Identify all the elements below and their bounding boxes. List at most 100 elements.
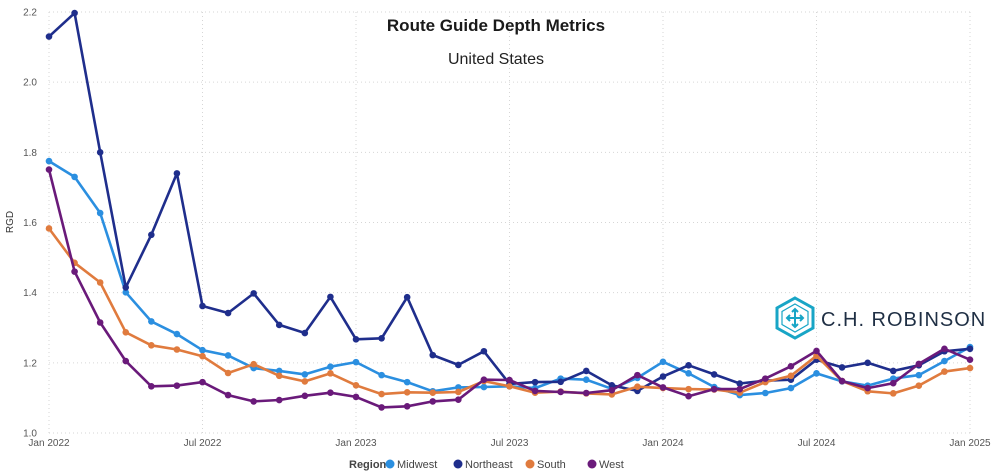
legend: Region Midwest Northeast South West [349, 459, 624, 471]
data-point-northeast [122, 284, 130, 291]
x-tick-label: Jul 2022 [184, 438, 222, 449]
data-point-south [173, 346, 181, 353]
legend-marker [587, 459, 597, 469]
data-point-midwest [762, 389, 769, 397]
data-point-south [122, 329, 130, 336]
data-point-midwest [173, 330, 181, 338]
data-point-south [403, 389, 411, 396]
data-point-west [813, 347, 820, 355]
data-point-midwest [813, 370, 820, 377]
legend-item-west[interactable]: West [587, 459, 624, 471]
data-point-northeast [148, 231, 155, 239]
data-point-south [275, 372, 283, 380]
data-point-west [736, 385, 744, 393]
series-west [45, 166, 974, 411]
data-point-midwest [659, 358, 667, 366]
data-point-midwest [352, 358, 360, 366]
legend-marker [525, 459, 535, 469]
data-point-midwest [327, 363, 334, 370]
data-point-west [429, 398, 437, 405]
data-point-south [889, 390, 897, 397]
data-point-northeast [378, 334, 385, 342]
data-point-west [915, 360, 923, 368]
data-point-northeast [710, 371, 718, 378]
brand-logo: C.H. ROBINSON [775, 296, 986, 340]
data-point-midwest [480, 383, 488, 391]
data-point-south [45, 225, 53, 232]
legend-label: West [599, 459, 624, 471]
data-point-northeast [71, 9, 78, 17]
data-point-midwest [378, 371, 385, 379]
legend-title: Region [349, 459, 387, 471]
data-point-northeast [608, 381, 616, 389]
data-point-midwest [455, 384, 462, 391]
data-point-west [889, 379, 897, 387]
data-point-west [250, 398, 257, 405]
data-point-west [787, 363, 795, 370]
legend-item-midwest[interactable]: Midwest [385, 459, 438, 471]
data-point-west [710, 385, 718, 393]
data-point-west [352, 393, 360, 401]
data-point-northeast [966, 345, 974, 353]
data-point-west [659, 384, 667, 391]
legend-marker [453, 459, 463, 469]
data-point-west [224, 391, 232, 399]
data-point-midwest [224, 352, 232, 359]
data-point-west [966, 356, 974, 363]
ch-robinson-cube-icon [775, 296, 815, 340]
data-point-south [915, 382, 923, 389]
data-point-south [634, 383, 641, 390]
gridlines [48, 11, 971, 434]
data-point-midwest [685, 370, 692, 377]
data-point-midwest [889, 375, 897, 382]
data-point-northeast [250, 290, 257, 297]
data-point-west [327, 389, 334, 396]
data-point-south [787, 372, 795, 380]
legend-label: South [537, 459, 566, 471]
data-point-northeast [582, 367, 590, 375]
data-point-northeast [455, 361, 462, 369]
data-point-south [506, 383, 513, 390]
x-tick-label: Jul 2023 [491, 438, 529, 449]
data-point-midwest [301, 371, 309, 378]
data-point-west [864, 384, 871, 392]
data-point-west [275, 396, 283, 404]
data-point-south [250, 360, 257, 368]
data-point-west [506, 376, 513, 384]
data-point-midwest [941, 357, 948, 365]
data-point-west [148, 383, 155, 390]
x-tick-label: Jan 2025 [949, 438, 991, 449]
data-point-south [96, 279, 104, 286]
legend-label: Northeast [465, 459, 513, 471]
data-point-west [403, 403, 411, 410]
series-group [45, 9, 974, 411]
data-point-northeast [199, 302, 206, 310]
legend-item-northeast[interactable]: Northeast [453, 459, 513, 471]
data-point-midwest [122, 289, 130, 296]
data-point-northeast [838, 364, 846, 371]
data-point-south [455, 388, 462, 396]
legend-item-south[interactable]: South [525, 459, 566, 471]
y-tick-label: 1.0 [23, 429, 37, 440]
y-axis-label: RGD [5, 211, 16, 233]
data-point-northeast [173, 170, 181, 177]
data-point-midwest [787, 384, 795, 392]
data-point-northeast [480, 347, 488, 355]
data-point-northeast [736, 380, 744, 387]
x-tick-label: Jul 2024 [798, 438, 836, 449]
data-point-south [327, 370, 334, 377]
data-point-west [838, 377, 846, 385]
y-axis-ticks: 1.0 1.2 1.4 1.6 1.8 2.0 2.2 [23, 8, 37, 440]
x-axis-ticks: Jan 2022 Jul 2022 Jan 2023 Jul 2023 Jan 2024… [28, 438, 991, 449]
logo-text: C.H. ROBINSON [821, 309, 986, 331]
data-point-northeast [531, 378, 539, 386]
data-point-northeast [327, 293, 334, 301]
series-line-northeast [47, 11, 972, 393]
data-point-northeast [45, 33, 53, 40]
data-point-west [941, 345, 948, 353]
data-point-west [480, 376, 488, 383]
data-point-midwest [403, 378, 411, 386]
data-point-south [224, 369, 232, 377]
